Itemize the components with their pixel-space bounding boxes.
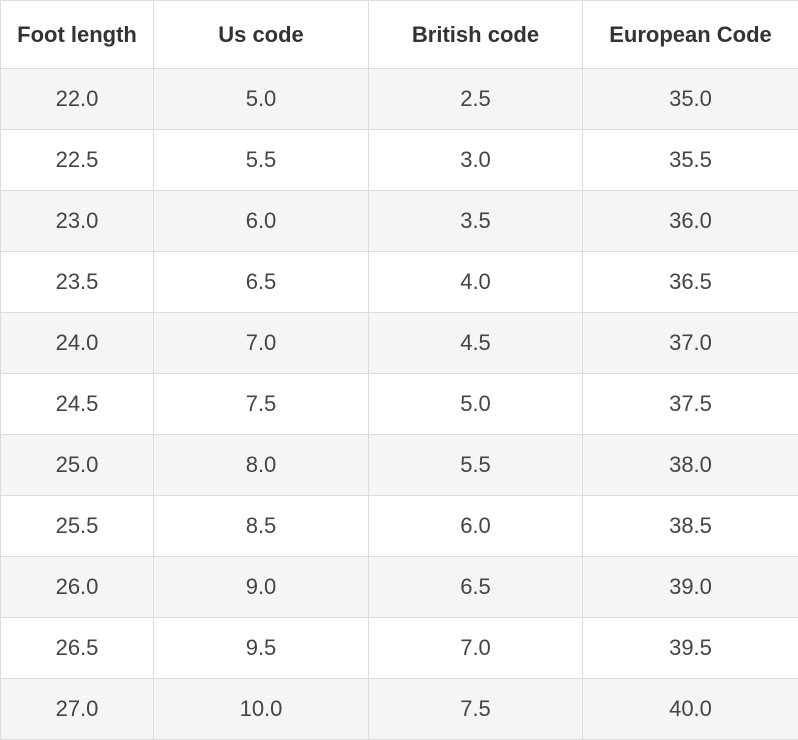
table-cell: 3.0 [369,130,583,191]
table-cell: 23.5 [1,252,154,313]
table-cell: 37.0 [583,313,798,374]
table-cell: 36.0 [583,191,798,252]
table-cell: 40.0 [583,679,798,740]
table-cell: 9.0 [154,557,369,618]
table-cell: 5.5 [369,435,583,496]
table-cell: 39.0 [583,557,798,618]
table-cell: 6.5 [154,252,369,313]
table-cell: 37.5 [583,374,798,435]
table-cell: 6.0 [154,191,369,252]
table-cell: 7.0 [369,618,583,679]
table-cell: 8.0 [154,435,369,496]
table-cell: 7.5 [369,679,583,740]
table-cell: 26.5 [1,618,154,679]
table-cell: 2.5 [369,69,583,130]
table-cell: 6.5 [369,557,583,618]
table-cell: 36.5 [583,252,798,313]
table-cell: 25.0 [1,435,154,496]
table-cell: 4.0 [369,252,583,313]
table-cell: 25.5 [1,496,154,557]
table-cell: 9.5 [154,618,369,679]
table-cell: 6.0 [369,496,583,557]
table-cell: 22.5 [1,130,154,191]
table-cell: 38.0 [583,435,798,496]
table-cell: 7.5 [154,374,369,435]
table-cell: 38.5 [583,496,798,557]
table-cell: 7.0 [154,313,369,374]
header-cell: Us code [154,1,369,69]
table-cell: 35.0 [583,69,798,130]
table-cell: 3.5 [369,191,583,252]
table-cell: 10.0 [154,679,369,740]
table-cell: 23.0 [1,191,154,252]
table-cell: 24.5 [1,374,154,435]
table-cell: 35.5 [583,130,798,191]
table-cell: 8.5 [154,496,369,557]
table-cell: 5.5 [154,130,369,191]
table-cell: 5.0 [154,69,369,130]
table-cell: 27.0 [1,679,154,740]
table-cell: 39.5 [583,618,798,679]
table-cell: 4.5 [369,313,583,374]
table-cell: 5.0 [369,374,583,435]
header-cell: Foot length [1,1,154,69]
header-cell: British code [369,1,583,69]
table-cell: 22.0 [1,69,154,130]
header-cell: European Code [583,1,798,69]
table-cell: 26.0 [1,557,154,618]
table-cell: 24.0 [1,313,154,374]
